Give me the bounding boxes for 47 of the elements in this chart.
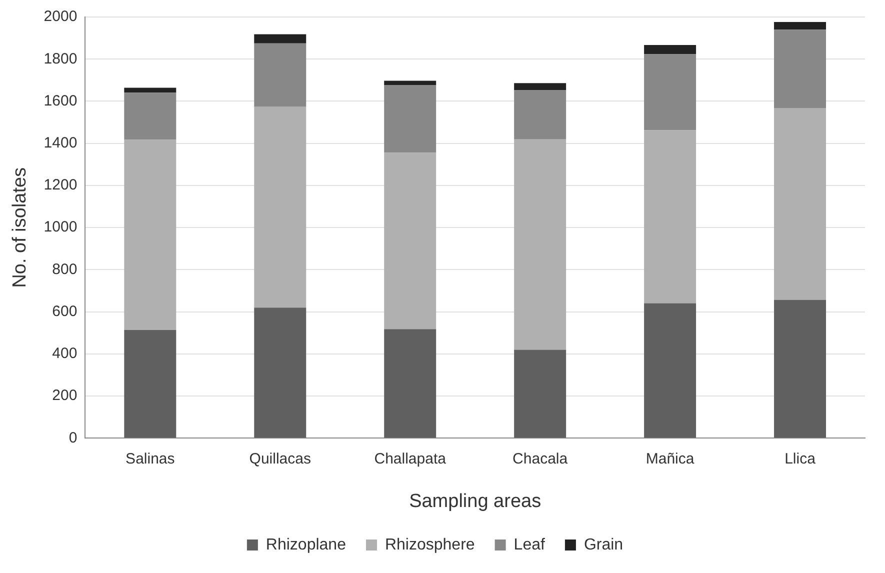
y-tick-label: 1400 bbox=[44, 134, 78, 152]
bar bbox=[644, 45, 696, 54]
y-tick-label: 200 bbox=[52, 387, 78, 404]
legend-label: Rhizoplane bbox=[266, 536, 346, 554]
bar bbox=[774, 30, 826, 108]
y-tick-label: 1000 bbox=[44, 218, 78, 236]
bar bbox=[254, 34, 306, 44]
legend-label: Grain bbox=[584, 536, 624, 554]
y-axis-title: No. of isolates bbox=[10, 167, 31, 288]
x-tick-label: Mañica bbox=[646, 450, 695, 468]
x-tick-label: Salinas bbox=[126, 450, 175, 468]
bar bbox=[124, 330, 176, 438]
y-tick-label: 1800 bbox=[44, 50, 78, 68]
bar bbox=[384, 329, 436, 438]
bar bbox=[644, 54, 696, 130]
bar bbox=[254, 308, 306, 438]
bar bbox=[514, 90, 566, 140]
y-tick-label: 0 bbox=[68, 429, 78, 446]
y-tick-label: 400 bbox=[52, 345, 78, 362]
y-tick-label: 2000 bbox=[44, 8, 78, 26]
x-tick-label: Challapata bbox=[374, 450, 447, 468]
x-tick-label: Quillacas bbox=[249, 450, 311, 468]
x-tick-label: Chacala bbox=[512, 450, 568, 468]
bar bbox=[644, 303, 696, 438]
bar bbox=[774, 108, 826, 300]
bar bbox=[384, 85, 436, 153]
x-axis-title: Sampling areas bbox=[409, 490, 542, 512]
bar bbox=[124, 140, 176, 330]
bar bbox=[514, 139, 566, 350]
bar bbox=[384, 80, 436, 86]
y-tick-label: 600 bbox=[52, 302, 78, 320]
bar bbox=[514, 350, 566, 438]
bar bbox=[774, 22, 826, 30]
legend-label: Rhizosphere bbox=[384, 536, 475, 554]
y-tick-label: 1600 bbox=[44, 92, 78, 110]
y-tick-label: 800 bbox=[52, 260, 78, 278]
bar bbox=[774, 300, 826, 438]
x-tick-label: Llica bbox=[784, 450, 816, 468]
bar bbox=[254, 43, 306, 107]
bar bbox=[124, 88, 176, 93]
y-tick-label: 1200 bbox=[44, 176, 78, 194]
bar bbox=[644, 130, 696, 304]
bar bbox=[514, 83, 566, 90]
bar bbox=[254, 106, 306, 308]
legend-label: Leaf bbox=[514, 536, 546, 554]
bar bbox=[384, 152, 436, 330]
bar bbox=[124, 92, 176, 140]
